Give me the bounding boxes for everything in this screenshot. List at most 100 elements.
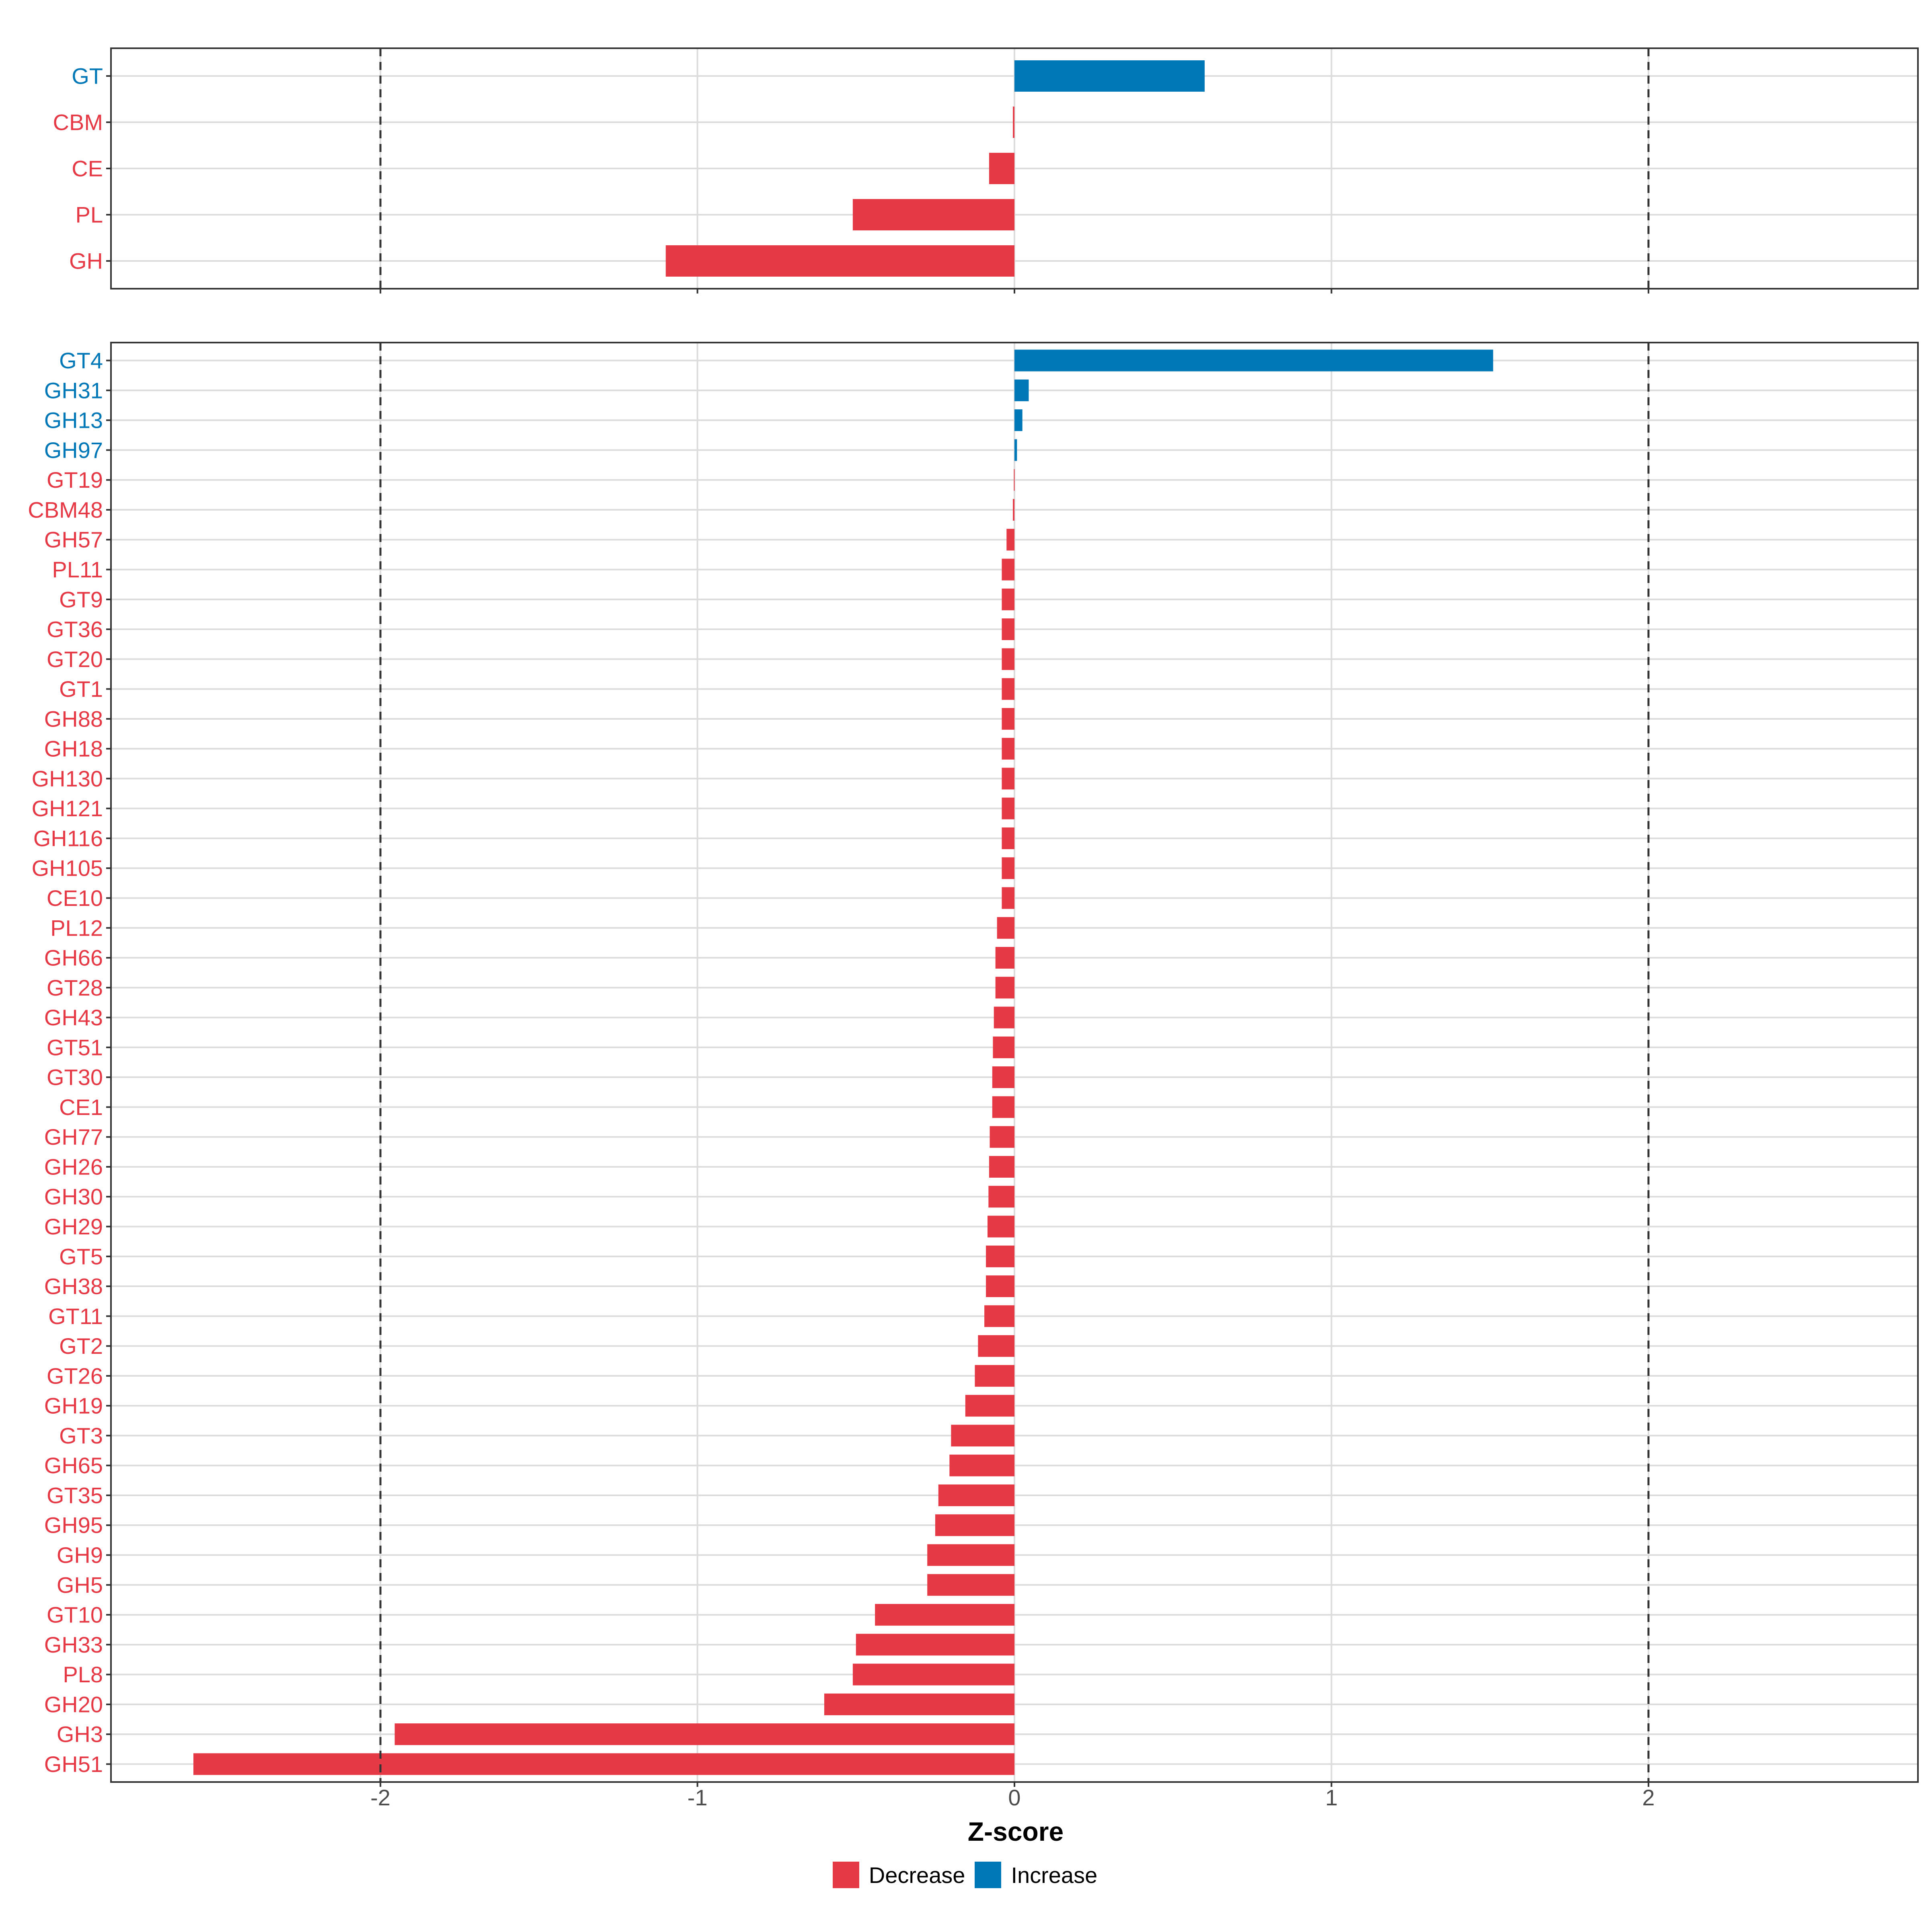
subfamily-label-gh5: GH5 [57, 1572, 103, 1597]
subfamily-bar-gh57 [1006, 529, 1014, 551]
subfamily-bar-gt20 [1002, 648, 1014, 670]
subfamily-bar-gh20 [824, 1693, 1014, 1715]
subfamily-label-pl11: PL11 [52, 557, 103, 582]
subfamily-label-gt4: GT4 [59, 348, 103, 373]
subfamily-label-gt5: GT5 [59, 1244, 103, 1269]
subfamily-bar-pl8 [852, 1663, 1014, 1686]
subfamily-bar-gt5 [986, 1245, 1014, 1267]
legend-item-decrease: Decrease [832, 1862, 965, 1888]
subfamily-label-gh38: GH38 [44, 1274, 103, 1299]
subfamily-label-gh77: GH77 [44, 1124, 103, 1150]
legend-key-decrease [832, 1862, 859, 1888]
subfamily-label-gt9: GT9 [59, 587, 103, 612]
legend: Decrease Increase [0, 1862, 1930, 1888]
subfamily-bar-gh97 [1014, 439, 1017, 461]
subfamily-bar-gh105 [1002, 857, 1014, 879]
subfamily-label-gh19: GH19 [44, 1393, 103, 1419]
x-tick-label-0: -2 [370, 1785, 390, 1810]
subfamily-bar-gh51 [193, 1753, 1014, 1775]
family-label-ce: CE [72, 156, 103, 181]
subfamily-bar-gt51 [993, 1036, 1014, 1058]
subfamily-label-gt35: GT35 [47, 1482, 103, 1508]
x-tick-label-2: 0 [1008, 1785, 1020, 1810]
subfamily-label-gh121: GH121 [32, 796, 103, 821]
subfamily-label-gh13: GH13 [44, 408, 103, 433]
family-label-gt: GT [72, 64, 103, 89]
subfamily-label-gh9: GH9 [57, 1542, 103, 1568]
subfamily-bar-gh65 [949, 1454, 1014, 1476]
subfamily-bar-gt36 [1002, 618, 1014, 641]
subfamily-label-gh20: GH20 [44, 1692, 103, 1717]
subfamily-label-gh29: GH29 [44, 1214, 103, 1239]
subfamily-bar-cbm48 [1013, 499, 1014, 521]
subfamily-label-gh88: GH88 [44, 706, 103, 731]
subfamily-label-gh105: GH105 [32, 856, 103, 881]
subfamily-label-gh30: GH30 [44, 1184, 103, 1209]
subfamily-label-gh57: GH57 [44, 527, 103, 552]
subfamily-bar-gh130 [1002, 768, 1014, 790]
subfamily-panel: GT4 GH31 GH13 GH97 GT19 CBM48 GH57 PL11 GT9 GT36 G… [28, 342, 1919, 1787]
subfamily-bar-gh5 [927, 1574, 1014, 1596]
family-bar-gt [1014, 60, 1205, 92]
subfamily-bar-gt2 [978, 1335, 1014, 1357]
subfamily-bar-gh95 [935, 1514, 1014, 1536]
subfamily-bar-pl12 [997, 917, 1014, 939]
subfamily-label-cbm48: CBM48 [28, 497, 103, 522]
subfamily-label-gh18: GH18 [44, 736, 103, 762]
legend-label-decrease: Decrease [868, 1862, 965, 1888]
subfamily-label-pl12: PL12 [50, 915, 103, 940]
subfamily-bar-ce1 [992, 1096, 1014, 1118]
subfamily-label-gh95: GH95 [44, 1513, 103, 1538]
subfamily-bar-gt26 [975, 1365, 1014, 1387]
subfamily-bar-gh3 [394, 1723, 1014, 1745]
subfamily-label-gh65: GH65 [44, 1453, 103, 1478]
family-bar-gh [665, 245, 1014, 277]
subfamily-bar-gt10 [875, 1604, 1014, 1626]
subfamily-label-gh51: GH51 [44, 1751, 103, 1777]
x-tick-label-4: 2 [1642, 1785, 1655, 1810]
subfamily-label-gt20: GT20 [47, 647, 103, 672]
subfamily-label-gt10: GT10 [47, 1602, 103, 1628]
subfamily-bar-gt1 [1002, 678, 1014, 700]
subfamily-bar-gt30 [992, 1066, 1014, 1088]
family-label-pl: PL [76, 202, 103, 228]
subfamily-bar-gh116 [1002, 827, 1014, 849]
subfamily-label-gh31: GH31 [44, 378, 103, 403]
subfamily-label-gh116: GH116 [33, 825, 103, 851]
x-tick-label-3: 1 [1325, 1785, 1338, 1810]
subfamily-label-gh33: GH33 [44, 1632, 103, 1657]
subfamily-label-gh26: GH26 [44, 1154, 103, 1179]
legend-key-increase [975, 1862, 1002, 1888]
subfamily-label-gt30: GT30 [47, 1065, 103, 1090]
subfamily-bar-gt35 [938, 1484, 1014, 1506]
subfamily-label-gh97: GH97 [44, 437, 103, 463]
subfamily-label-gh43: GH43 [44, 1005, 103, 1030]
subfamily-label-gh3: GH3 [57, 1722, 103, 1747]
subfamily-bar-gh30 [988, 1186, 1014, 1208]
family-bar-pl [852, 199, 1014, 230]
x-axis: -2 -1 0 1 2 [370, 1785, 1655, 1810]
subfamily-label-gt1: GT1 [59, 676, 103, 702]
subfamily-bar-gh121 [1002, 797, 1014, 819]
subfamily-label-pl8: PL8 [63, 1662, 103, 1687]
family-bar-ce [989, 153, 1014, 184]
subfamily-bar-gt11 [984, 1305, 1014, 1327]
subfamily-label-gt3: GT3 [59, 1423, 103, 1448]
family-label-gh: GH [69, 248, 103, 274]
family-panel: GT CBM CE PL GH [53, 47, 1919, 294]
subfamily-bar-gh33 [856, 1634, 1014, 1656]
subfamily-label-gt11: GT11 [48, 1304, 103, 1329]
legend-label-increase: Increase [1011, 1862, 1098, 1888]
subfamily-bar-gh29 [987, 1215, 1014, 1238]
subfamily-label-ce10: CE10 [47, 885, 103, 911]
subfamily-bar-gt9 [1002, 588, 1014, 610]
legend-item-increase: Increase [975, 1862, 1097, 1888]
family-bar-cbm [1013, 107, 1014, 138]
x-tick-label-1: -1 [688, 1785, 708, 1810]
subfamily-label-gt2: GT2 [59, 1333, 103, 1359]
subfamily-bar-gt4 [1014, 349, 1493, 372]
subfamily-bar-gh9 [927, 1544, 1014, 1566]
subfamily-label-gt51: GT51 [47, 1035, 103, 1060]
